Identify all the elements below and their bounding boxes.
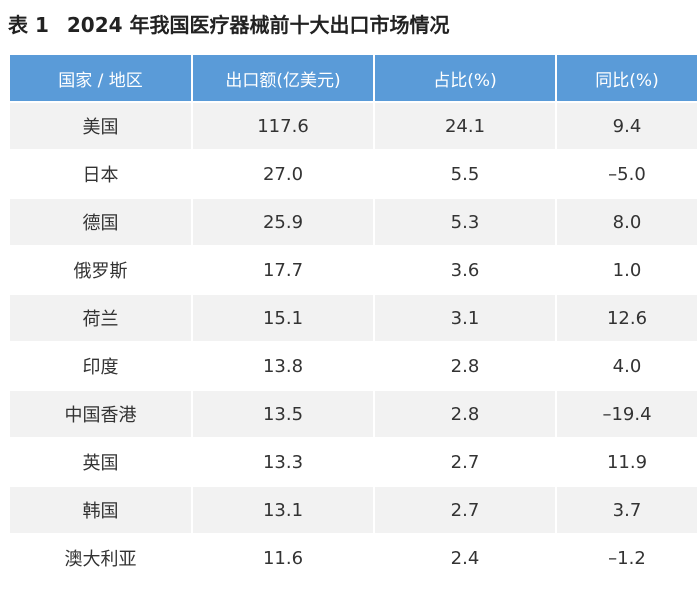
table-title: 2024 年我国医疗器械前十大出口市场情况 [66, 13, 450, 37]
table-row: 美国 117.6 24.1 9.4 [10, 101, 697, 150]
cell-export-value: 117.6 [192, 101, 375, 150]
header-yoy: 同比(%) [556, 55, 697, 102]
header-row: 国家 / 地区 出口额(亿美元) 占比(%) 同比(%) [10, 55, 697, 102]
export-markets-table: 国家 / 地区 出口额(亿美元) 占比(%) 同比(%) 美国 117.6 24… [10, 55, 697, 581]
cell-yoy: –5.0 [556, 149, 697, 198]
table-row: 日本 27.0 5.5 –5.0 [10, 149, 697, 198]
table-row: 荷兰 15.1 3.1 12.6 [10, 293, 697, 342]
cell-region: 中国香港 [10, 389, 193, 438]
table-row: 中国香港 13.5 2.8 –19.4 [10, 389, 697, 438]
cell-export-value: 25.9 [192, 197, 375, 246]
cell-share: 2.8 [374, 341, 557, 390]
cell-export-value: 27.0 [192, 149, 375, 198]
cell-export-value: 11.6 [192, 533, 375, 581]
cell-yoy: 11.9 [556, 437, 697, 486]
cell-region: 荷兰 [10, 293, 193, 342]
cell-region: 俄罗斯 [10, 245, 193, 294]
table-row: 韩国 13.1 2.7 3.7 [10, 485, 697, 534]
cell-share: 3.1 [374, 293, 557, 342]
cell-share: 2.4 [374, 533, 557, 581]
table-row: 澳大利亚 11.6 2.4 –1.2 [10, 533, 697, 581]
cell-region: 美国 [10, 101, 193, 150]
cell-yoy: –1.2 [556, 533, 697, 581]
cell-region: 德国 [10, 197, 193, 246]
cell-region: 印度 [10, 341, 193, 390]
cell-region: 日本 [10, 149, 193, 198]
table-number: 表 1 [8, 13, 49, 37]
table-row: 英国 13.3 2.7 11.9 [10, 437, 697, 486]
cell-export-value: 13.1 [192, 485, 375, 534]
cell-export-value: 13.5 [192, 389, 375, 438]
table-row: 印度 13.8 2.8 4.0 [10, 341, 697, 390]
cell-share: 3.6 [374, 245, 557, 294]
cell-share: 5.3 [374, 197, 557, 246]
cell-yoy: 8.0 [556, 197, 697, 246]
cell-region: 澳大利亚 [10, 533, 193, 581]
table-caption: 表 1 2024 年我国医疗器械前十大出口市场情况 [8, 8, 450, 42]
cell-share: 2.8 [374, 389, 557, 438]
cell-yoy: 3.7 [556, 485, 697, 534]
table-row: 德国 25.9 5.3 8.0 [10, 197, 697, 246]
cell-share: 24.1 [374, 101, 557, 150]
cell-export-value: 15.1 [192, 293, 375, 342]
header-export-value: 出口额(亿美元) [192, 55, 375, 102]
cell-region: 英国 [10, 437, 193, 486]
cell-share: 2.7 [374, 437, 557, 486]
header-share: 占比(%) [374, 55, 557, 102]
cell-region: 韩国 [10, 485, 193, 534]
cell-export-value: 17.7 [192, 245, 375, 294]
cell-share: 2.7 [374, 485, 557, 534]
cell-yoy: 12.6 [556, 293, 697, 342]
table-row: 俄罗斯 17.7 3.6 1.0 [10, 245, 697, 294]
cell-export-value: 13.3 [192, 437, 375, 486]
cell-yoy: 1.0 [556, 245, 697, 294]
cell-yoy: 4.0 [556, 341, 697, 390]
header-region: 国家 / 地区 [10, 55, 193, 102]
cell-yoy: –19.4 [556, 389, 697, 438]
cell-share: 5.5 [374, 149, 557, 198]
cell-yoy: 9.4 [556, 101, 697, 150]
cell-export-value: 13.8 [192, 341, 375, 390]
